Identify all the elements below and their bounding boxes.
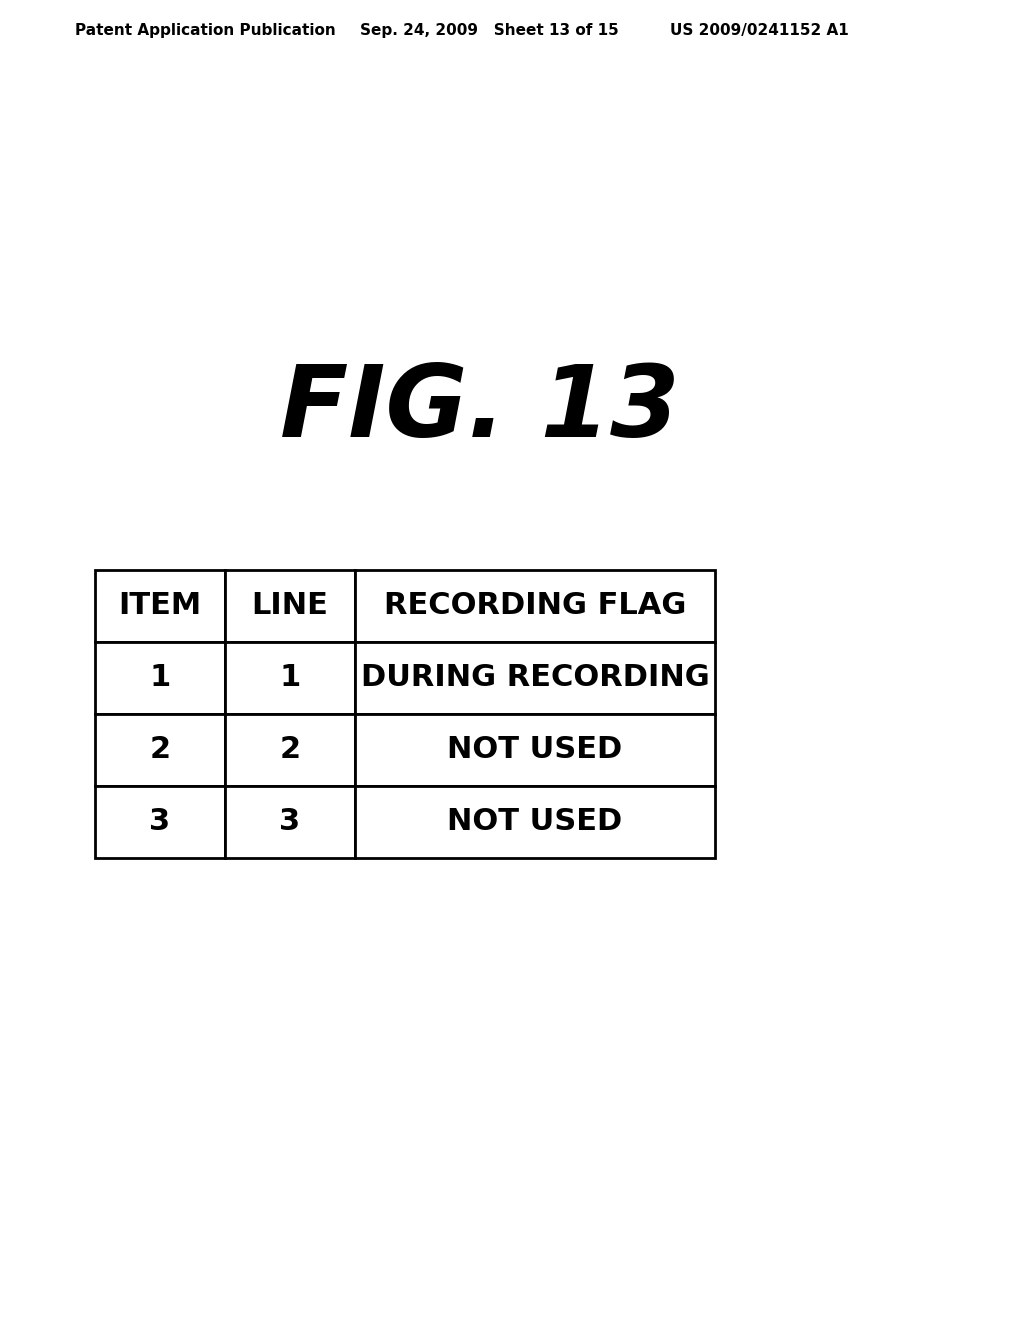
Text: 1: 1 [150, 664, 171, 693]
Text: DURING RECORDING: DURING RECORDING [360, 664, 710, 693]
Bar [355, 714, 715, 785]
Bar [225, 714, 355, 785]
Text: FIG. 13: FIG. 13 [280, 362, 680, 458]
Bar [355, 642, 715, 714]
Text: Patent Application Publication: Patent Application Publication [75, 22, 336, 37]
Text: 3: 3 [280, 808, 301, 837]
Text: LINE: LINE [252, 591, 329, 620]
Text: RECORDING FLAG: RECORDING FLAG [384, 591, 686, 620]
Text: 1: 1 [280, 664, 301, 693]
Bar [95, 785, 225, 858]
Text: US 2009/0241152 A1: US 2009/0241152 A1 [670, 22, 849, 37]
Text: 2: 2 [280, 735, 301, 764]
Text: Sep. 24, 2009   Sheet 13 of 15: Sep. 24, 2009 Sheet 13 of 15 [360, 22, 618, 37]
Text: 2: 2 [150, 735, 171, 764]
Bar [355, 785, 715, 858]
Text: NOT USED: NOT USED [447, 735, 623, 764]
Bar [225, 785, 355, 858]
Text: 3: 3 [150, 808, 171, 837]
Bar [95, 642, 225, 714]
Bar [355, 570, 715, 642]
Bar [225, 642, 355, 714]
Text: ITEM: ITEM [119, 591, 202, 620]
Bar [95, 714, 225, 785]
Bar [225, 570, 355, 642]
Bar [95, 570, 225, 642]
Text: NOT USED: NOT USED [447, 808, 623, 837]
